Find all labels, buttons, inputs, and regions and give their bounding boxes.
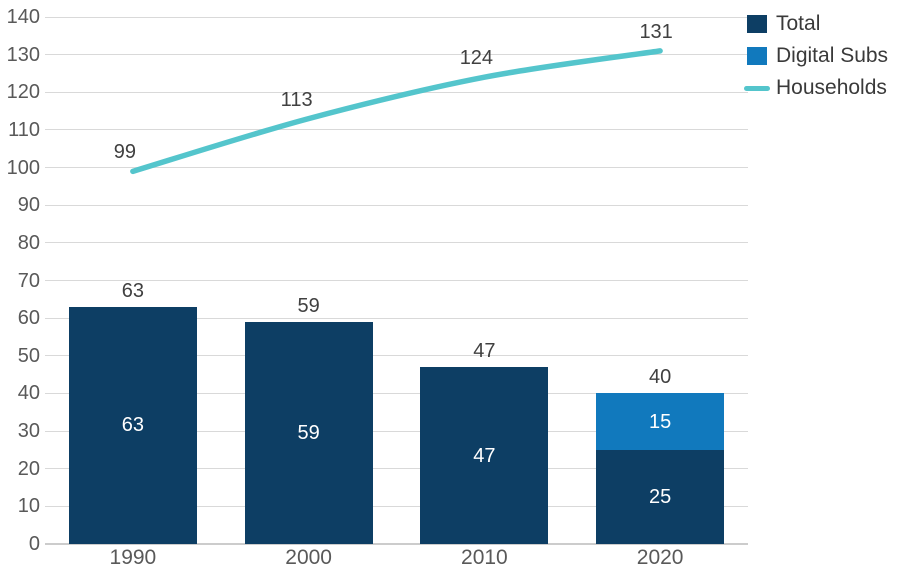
bar-inside-label: 25 xyxy=(649,485,672,508)
line-point-label: 99 xyxy=(113,141,136,164)
bar-inside-label: 15 xyxy=(649,410,672,433)
legend-swatch-digital-subs xyxy=(747,47,767,65)
legend-swatch-total xyxy=(747,15,767,33)
y-tick-label: 70 xyxy=(17,269,40,292)
y-tick-label: 130 xyxy=(6,43,40,66)
bar-total-label: 63 xyxy=(121,279,144,302)
line-point-label: 124 xyxy=(459,47,494,70)
bar-inside-label: 47 xyxy=(473,444,496,467)
x-tick-label: 1990 xyxy=(109,546,157,569)
gridline xyxy=(45,280,748,281)
gridline xyxy=(45,204,748,206)
y-tick-label: 30 xyxy=(17,420,40,443)
gridline xyxy=(45,129,748,131)
bar-total-label: 40 xyxy=(649,366,672,389)
bar-segment-total xyxy=(420,367,549,544)
gridline xyxy=(45,392,748,394)
y-tick-label: 60 xyxy=(17,307,40,330)
line-point-label: 113 xyxy=(280,88,313,111)
y-tick-label: 80 xyxy=(17,231,40,254)
y-tick-label: 40 xyxy=(17,382,40,405)
bar-segment-total xyxy=(244,321,373,544)
gridline xyxy=(45,167,748,169)
legend-label-households: Households xyxy=(776,76,887,99)
gridline xyxy=(45,468,748,470)
gridline xyxy=(45,54,748,56)
bar-segment-digital-subs xyxy=(596,393,725,450)
y-tick-label: 20 xyxy=(17,457,40,480)
legend-label-total: Total xyxy=(776,12,821,35)
gridline xyxy=(45,430,748,432)
gridline xyxy=(45,355,748,357)
households-line xyxy=(130,48,663,175)
bar-inside-label: 59 xyxy=(297,421,320,444)
bar-inside-label: 63 xyxy=(121,414,144,437)
y-tick-label: 120 xyxy=(6,81,40,104)
bar-segment-total xyxy=(596,449,725,544)
y-tick-label: 100 xyxy=(6,156,40,179)
legend-item-digital-subs: Digital Subs xyxy=(747,40,888,72)
gridline xyxy=(45,317,748,319)
x-tick-label: 2000 xyxy=(285,546,332,569)
y-tick-label: 110 xyxy=(8,118,40,141)
gridline xyxy=(45,543,748,545)
x-tick-label: 2010 xyxy=(461,546,508,569)
legend-swatch-households xyxy=(744,85,770,91)
gridline xyxy=(45,91,748,93)
y-tick-label: 10 xyxy=(17,495,40,518)
y-tick-label: 0 xyxy=(28,533,40,555)
bar-total-label: 59 xyxy=(297,294,320,317)
legend-label-digital-subs: Digital Subs xyxy=(776,44,889,67)
gridline xyxy=(45,242,748,244)
line-point-label: 131 xyxy=(639,20,673,43)
y-tick-label: 140 xyxy=(6,6,40,28)
gridline xyxy=(45,505,748,507)
x-tick-label: 2020 xyxy=(636,546,684,569)
legend-item-households: Households xyxy=(744,72,888,104)
y-tick-label: 90 xyxy=(17,194,40,217)
bar-total-label: 47 xyxy=(473,340,496,363)
y-tick-label: 50 xyxy=(17,344,40,367)
legend-item-total: Total xyxy=(747,8,888,40)
bar-segment-total xyxy=(68,306,197,544)
gridline xyxy=(45,16,748,18)
legend: Total Digital Subs Households xyxy=(744,8,888,104)
